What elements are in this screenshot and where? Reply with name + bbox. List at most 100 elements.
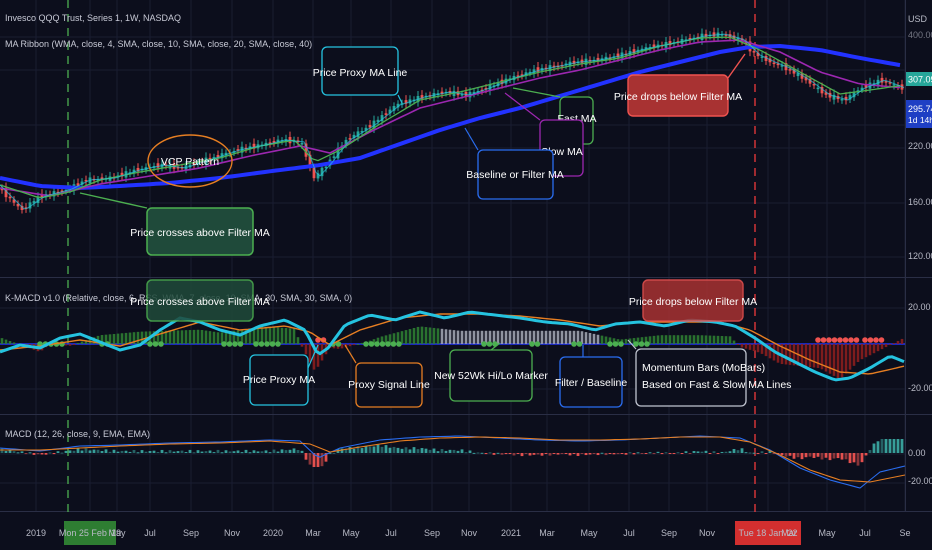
momentum-bar (84, 340, 88, 344)
new-low-marker (837, 337, 843, 343)
momentum-bar (528, 330, 532, 344)
new-low-marker (867, 337, 874, 343)
macd-histogram-bar (824, 453, 828, 458)
candle-body (780, 65, 784, 67)
macd-histogram-bar (848, 453, 852, 464)
macd-histogram-bar (412, 447, 416, 453)
time-tick: Sep (183, 528, 199, 538)
momentum-bar (808, 344, 812, 368)
new-high-marker (486, 341, 493, 347)
candle-body (388, 109, 392, 114)
momentum-bar (520, 330, 524, 344)
momentum-bar (584, 332, 588, 344)
filter-ma-line[interactable] (0, 43, 901, 190)
filter-price-badge (906, 100, 932, 128)
candle-body (668, 41, 672, 46)
candle-body (472, 91, 476, 95)
macd-histogram-bar (552, 453, 556, 454)
momentum-bar (768, 344, 772, 359)
macd-histogram-bar (84, 448, 88, 453)
macd-histogram-bar (636, 452, 640, 454)
macd-histogram-bar (12, 451, 16, 453)
momentum-bar (792, 344, 796, 366)
candle-body (688, 37, 692, 40)
price-tick-400: 400.00 (908, 30, 932, 40)
price-proxy-ma-line[interactable] (0, 33, 905, 210)
macd-histogram-bar (44, 453, 48, 455)
momentum-bar (128, 332, 132, 344)
momentum-bar (508, 330, 512, 344)
candle-body (356, 131, 360, 138)
momentum-bar (392, 333, 396, 344)
momentum-bar (900, 338, 904, 344)
slow-ma-line[interactable] (0, 39, 901, 197)
macd-histogram-bar (28, 452, 32, 454)
callout-kmacd-drops-below-text: Price drops below Filter MA (629, 296, 757, 308)
macd-histogram-bar (488, 452, 492, 454)
momentum-bar (844, 344, 848, 374)
candle-body (84, 179, 88, 182)
macd-histogram-bar (900, 439, 904, 453)
candle-body (348, 138, 352, 140)
new-high-marker (232, 341, 238, 347)
momentum-bar (568, 330, 572, 344)
macd-histogram-bar (728, 451, 732, 453)
price-unit: USD (908, 14, 928, 24)
candle-body (460, 94, 464, 96)
momentum-bar (820, 344, 824, 370)
macd-signal-line[interactable] (0, 436, 906, 483)
new-high-marker (147, 341, 153, 347)
macd-histogram-bar (36, 453, 40, 455)
new-high-marker (481, 341, 487, 347)
momentum-bar (536, 330, 540, 344)
macd-histogram-bar (492, 453, 496, 455)
callout-kmacd-crosses-above-text: Price crosses above Filter MA (130, 296, 269, 308)
macd-histogram-bar (876, 441, 880, 453)
macd-histogram-bar (740, 448, 744, 453)
momentum-bar (712, 335, 716, 344)
kmacd-proxy-line[interactable] (0, 310, 905, 382)
macd-histogram-bar (692, 451, 696, 453)
momentum-bar (156, 331, 160, 344)
macd-histogram-bar (200, 451, 204, 453)
time-highlight-entry (64, 521, 116, 545)
candle-body (720, 34, 724, 36)
candle-body (520, 74, 524, 76)
candle-body (724, 34, 728, 36)
candle-body (616, 53, 620, 58)
callout-baseline-filter-ma: Baseline or Filter MA (464, 127, 564, 200)
candle-body (552, 65, 556, 68)
macd-histogram (0, 439, 904, 467)
momentum-bar (728, 336, 732, 344)
momentum-bar (484, 330, 488, 344)
momentum-bar (648, 336, 652, 344)
macd-histogram-bar (228, 451, 232, 453)
time-tick: Sep (661, 528, 677, 538)
momentum-bar (880, 344, 884, 350)
momentum-bar (176, 330, 180, 344)
candle-body (440, 91, 444, 95)
candle-body (888, 82, 892, 84)
callout-momentum-bars-line2: Based on Fast & Slow MA Lines (642, 379, 791, 391)
new-low-marker (878, 337, 885, 343)
momentum-bar (652, 335, 656, 344)
macd-histogram-bar (508, 453, 512, 455)
macd-histogram-bar (844, 453, 848, 460)
momentum-bar (372, 339, 376, 344)
momentum-bar (696, 335, 700, 344)
candle-body (8, 196, 12, 199)
candle-body (36, 196, 40, 204)
time-tick: May (580, 528, 598, 538)
macd-histogram-bar (348, 447, 352, 453)
momentum-bar (256, 326, 260, 344)
candle-body (368, 125, 372, 128)
macd-histogram-bar (580, 453, 584, 454)
macd-histogram-bar (744, 452, 748, 454)
macd-histogram-bar (168, 450, 172, 453)
new-high-marker (576, 341, 583, 347)
macd-histogram-bar (16, 452, 20, 454)
macd-histogram-bar (80, 450, 84, 453)
macd-histogram-bar (768, 450, 772, 453)
